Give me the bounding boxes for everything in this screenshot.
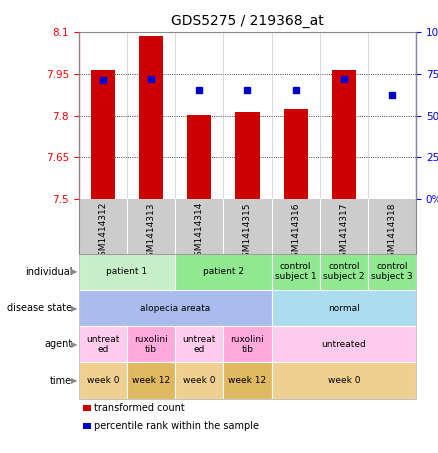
Text: week 0: week 0 — [87, 376, 119, 385]
Text: ruxolini
tib: ruxolini tib — [230, 335, 265, 354]
Text: transformed count: transformed count — [94, 403, 185, 413]
Text: control
subject 3: control subject 3 — [371, 262, 413, 281]
Bar — [332, 70, 356, 199]
Text: GDS5275 / 219368_at: GDS5275 / 219368_at — [171, 14, 324, 28]
Text: patient 2: patient 2 — [203, 267, 244, 276]
Text: ▶: ▶ — [71, 267, 77, 276]
Text: GSM1414314: GSM1414314 — [195, 202, 204, 262]
Text: ruxolini
tib: ruxolini tib — [134, 335, 168, 354]
Text: patient 1: patient 1 — [106, 267, 148, 276]
Text: agent: agent — [44, 339, 72, 349]
Text: percentile rank within the sample: percentile rank within the sample — [94, 421, 259, 431]
Text: untreat
ed: untreat ed — [183, 335, 216, 354]
Text: week 12: week 12 — [132, 376, 170, 385]
Text: untreat
ed: untreat ed — [86, 335, 120, 354]
Bar — [284, 109, 307, 199]
Text: ▶: ▶ — [71, 376, 77, 385]
Text: normal: normal — [328, 304, 360, 313]
Text: week 0: week 0 — [183, 376, 215, 385]
Text: week 0: week 0 — [328, 376, 360, 385]
Text: alopecia areata: alopecia areata — [140, 304, 210, 313]
Text: ▶: ▶ — [71, 304, 77, 313]
Text: GSM1414316: GSM1414316 — [291, 202, 300, 263]
Text: GSM1414313: GSM1414313 — [147, 202, 155, 263]
Text: untreated: untreated — [321, 340, 366, 349]
Text: GSM1414318: GSM1414318 — [388, 202, 396, 263]
Text: GSM1414317: GSM1414317 — [339, 202, 348, 263]
Bar — [91, 70, 115, 199]
Bar — [139, 36, 163, 199]
Text: week 12: week 12 — [228, 376, 267, 385]
Text: time: time — [50, 376, 72, 386]
Text: control
subject 2: control subject 2 — [323, 262, 364, 281]
Bar — [187, 115, 211, 199]
Text: individual: individual — [25, 267, 72, 277]
Text: GSM1414312: GSM1414312 — [99, 202, 107, 262]
Text: control
subject 1: control subject 1 — [275, 262, 317, 281]
Text: GSM1414315: GSM1414315 — [243, 202, 252, 263]
Text: disease state: disease state — [7, 303, 72, 313]
Text: ▶: ▶ — [71, 340, 77, 349]
Bar — [236, 112, 259, 199]
